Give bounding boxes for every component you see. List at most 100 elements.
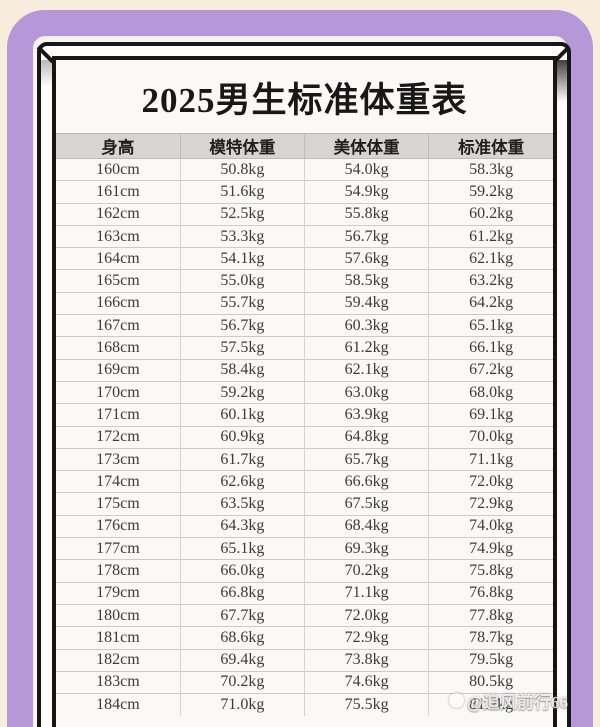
table-cell: 160cm [96,160,140,178]
watermark-text: @追风前行66 [467,693,568,712]
table-cell: 77.8kg [428,603,553,627]
table-row: 165cm 55.0kg 58.5kg 63.2kg [56,269,553,293]
column-header: 标准体重 [428,133,553,159]
table-cell: 168cm [56,336,181,360]
table-cell: 172cm [56,425,181,449]
table-cell: 176cm [56,514,181,538]
table-cell: 180cm [56,603,181,627]
table-cell: 61.2kg [428,224,553,248]
table-row: 160cm 50.8kg 54.0kg 58.3kg [56,158,553,181]
table-cell: 70.2kg [179,670,305,694]
weight-table: 身高 模特体重 美体体重 标准体重 160cm 50.8kg 54.0kg 58.3kg 16… [56,133,553,716]
table-cell: 182cm [56,648,181,672]
table-cell: 58.5kg [303,269,429,293]
table-cell: 60.1kg [179,403,305,427]
table-cell: 75.8kg [428,559,553,583]
table-cell: 59.4kg [303,291,429,315]
table-cell: 51.6kg [179,180,305,204]
table-cell: 55.7kg [179,291,305,315]
table-cell: 164cm [56,247,181,270]
table-cell: 63.5kg [179,492,305,516]
table-cell: 62.6kg [179,470,305,493]
table-cell: 78.7kg [428,626,553,650]
table-cell: 62.1kg [303,358,429,382]
table-row: 177cm 65.1kg 69.3kg 74.9kg [56,537,553,560]
table-row: 164cm 54.1kg 57.6kg 62.1kg [56,247,553,270]
table-cell: 55.0kg [179,269,305,293]
table-cell: 72.0kg [303,603,429,627]
table-row: 184cm 71.0kg 75.5kg 81.2kg [56,693,553,716]
table-cell: 80.5kg [428,670,553,694]
table-cell: 56.7kg [303,224,429,248]
table-row: 176cm 64.3kg 68.4kg 74.0kg [56,514,553,538]
table-row: 181cm 68.6kg 72.9kg 78.7kg [56,626,553,650]
table-row: 171cm 60.1kg 63.9kg 69.1kg [56,403,553,427]
table-cell: 57.6kg [303,247,429,270]
table-cell: 67.5kg [303,492,429,516]
table-cell: 68.0kg [428,380,553,404]
table-row: 172cm 60.9kg 64.8kg 70.0kg [56,425,553,449]
table-cell: 72.9kg [428,492,553,516]
table-body: 160cm 50.8kg 54.0kg 58.3kg 161cm 51.6kg 54.9kg… [56,158,553,716]
table-cell: 79.5kg [428,648,553,672]
table-cell: 183cm [56,670,181,694]
table-row: 162cm 52.5kg 55.8kg 60.2kg [56,202,553,226]
table-cell: 169cm [56,358,181,382]
table-cell: 54.9kg [303,180,429,204]
table-cell: 74.6kg [303,670,429,694]
table-row: 173cm 61.7kg 65.7kg 71.1kg [56,447,553,471]
table-cell: 74.0kg [428,514,553,538]
table-cell: 179cm [56,581,181,605]
table-cell: 63.9kg [303,403,429,427]
table-row: 175cm 63.5kg 67.5kg 72.9kg [56,492,553,516]
table-cell: 54.1kg [179,247,305,270]
table-cell: 69.3kg [303,537,429,560]
table-row: 161cm 51.6kg 54.9kg 59.2kg [56,180,553,204]
table-cell: 73.8kg [303,648,429,672]
table-cell: 71.0kg [179,693,305,716]
table-cell: 74.9kg [428,537,553,560]
table-cell: 56.7kg [179,314,305,337]
table-cell: 54.0kg [303,158,429,181]
frame-corner-shade-right [557,60,567,102]
table-cell: 58.3kg [428,158,553,181]
table-cell: 67.2kg [428,358,553,382]
table-cell: 72.0kg [428,470,553,493]
table-row: 168cm 57.5kg 61.2kg 66.1kg [56,336,553,360]
table-cell: 175cm [56,492,181,516]
table-cell: 57.5kg [179,336,305,360]
table-cell: 66.0kg [179,559,305,583]
table-row: 180cm 67.7kg 72.0kg 77.8kg [56,603,553,627]
table-row: 183cm 70.2kg 74.6kg 80.5kg [56,670,553,694]
table-cell: 60.3kg [303,314,429,337]
table-row: 178cm 66.0kg 70.2kg 75.8kg [56,559,553,583]
table-cell: 163cm [56,224,181,248]
table-cell: 66.1kg [428,336,553,360]
table-header: 身高 模特体重 美体体重 标准体重 [56,133,553,159]
table-cell: 177cm [56,537,181,560]
frame-corner-shade-left [41,60,52,86]
table-cell: 66.8kg [179,581,305,605]
table-cell: 72.9kg [303,626,429,650]
table-cell: 60.2kg [428,202,553,226]
column-header: 美体体重 [303,133,429,159]
table-cell: 75.5kg [303,693,429,716]
watermark: @追风前行66 [449,688,568,713]
page-title: 2025男生标准体重表 [141,80,468,120]
table-cell: 166cm [56,291,181,315]
table-row: 167cm 56.7kg 60.3kg 65.1kg [56,314,553,337]
table-row: 163cm 53.3kg 56.7kg 61.2kg [56,224,553,248]
table-cell: 62.1kg [428,247,553,270]
table-row: 179cm 66.8kg 71.1kg 76.8kg [56,581,553,605]
table-cell: 59.2kg [179,380,305,404]
column-header: 身高 [56,133,181,159]
table-cell: 71.1kg [303,581,429,605]
table-cell: 181cm [56,626,181,650]
table-cell: 55.8kg [303,202,429,226]
table-cell: 58.4kg [179,358,305,382]
table-cell: 69.1kg [428,403,553,427]
table-cell: 66.6kg [303,470,429,493]
table-cell: 65.1kg [428,314,553,337]
table-row: 166cm 55.7kg 59.4kg 64.2kg [56,291,553,315]
table-cell: 64.8kg [303,425,429,449]
